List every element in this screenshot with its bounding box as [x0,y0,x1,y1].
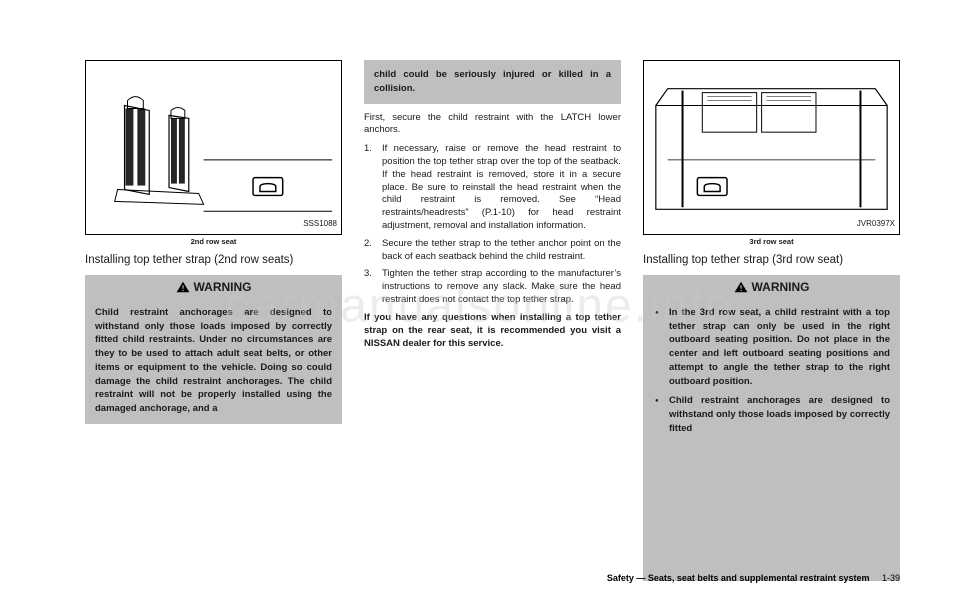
warning-header: WARNING [643,275,900,298]
illustration-code: SSS1088 [303,219,337,230]
warning-bullet-item: In the 3rd row seat, a child restraint w… [653,306,890,389]
warning-continued: child could be seriously injured or kill… [364,60,621,104]
steps-list: If necessary, raise or remove the head r… [364,143,621,312]
warning-body-text: Child restraint anchorages are designed … [85,298,342,424]
step-item: Secure the tether strap to the tether an… [364,238,621,264]
seat-diagram-svg [86,61,341,234]
illustration-caption: 2nd row seat [85,237,342,247]
subheading: Installing top tether strap (3rd row sea… [643,253,900,269]
illustration-2nd-row: SSS1088 [85,60,342,235]
warning-bullet-list: In the 3rd row seat, a child restraint w… [653,306,890,436]
warning-body-list: In the 3rd row seat, a child restraint w… [643,298,900,581]
warning-header: WARNING [85,275,342,298]
illustration-3rd-row: JVR0397X [643,60,900,235]
warning-bullet-item: Child restraint anchorages are designed … [653,394,890,435]
column-2: child could be seriously injured or kill… [364,60,621,581]
step-item: If necessary, raise or remove the head r… [364,143,621,233]
warning-triangle-icon [176,281,190,293]
closing-bold-paragraph: If you have any questions when installin… [364,312,621,350]
warning-label: WARNING [194,279,252,295]
warning-label: WARNING [752,279,810,295]
column-1: SSS1088 2nd row seat Installing top teth… [85,60,342,581]
subheading: Installing top tether strap (2nd row sea… [85,253,342,269]
page-footer: Safety — Seats, seat belts and supplemen… [607,573,900,583]
illustration-code: JVR0397X [857,219,895,230]
footer-page-number: 1-39 [882,573,900,583]
footer-section: Safety — Seats, seat belts and supplemen… [607,573,870,583]
column-3: JVR0397X 3rd row seat Installing top tet… [643,60,900,581]
page-container: SSS1088 2nd row seat Installing top teth… [0,0,960,611]
warning-triangle-icon [734,281,748,293]
step-item: Tighten the tether strap according to th… [364,268,621,306]
illustration-caption: 3rd row seat [643,237,900,247]
intro-paragraph: First, secure the child restraint with t… [364,112,621,138]
cargo-diagram-svg [644,61,899,234]
